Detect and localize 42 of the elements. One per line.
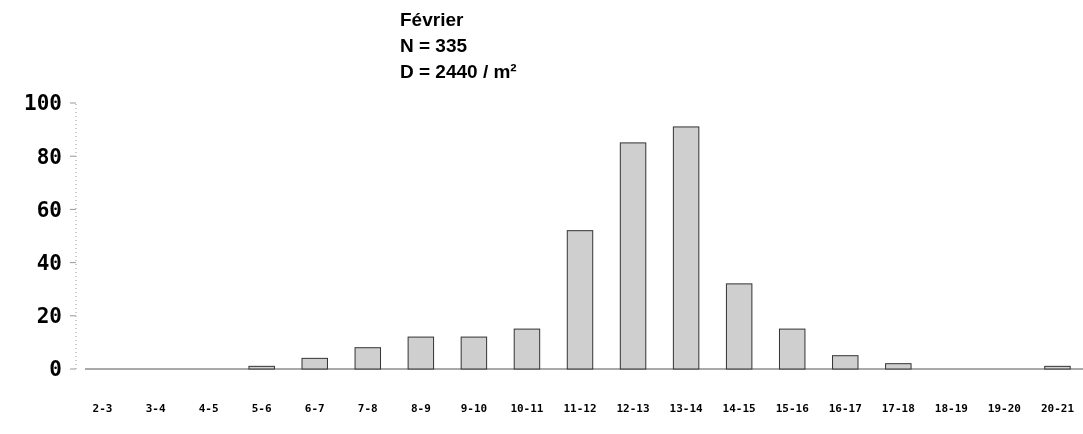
- y-tick-label: 0: [49, 357, 62, 382]
- y-tick-label: 60: [36, 197, 62, 222]
- x-tick-label: 2-3: [92, 402, 113, 415]
- bar: [354, 347, 382, 370]
- bar: [301, 357, 328, 370]
- x-tick-label: 10-11: [510, 402, 544, 415]
- x-tick-label: 5-6: [251, 402, 272, 415]
- x-tick-label: 11-12: [563, 402, 597, 415]
- bar: [460, 336, 488, 370]
- bar: [513, 328, 541, 370]
- x-tick-label: 17-18: [881, 402, 915, 415]
- x-tick-label: 18-19: [934, 402, 968, 415]
- x-tick-label: 6-7: [304, 402, 325, 415]
- x-tick-label: 4-5: [198, 402, 219, 415]
- x-tick-label: 12-13: [616, 402, 650, 415]
- x-tick-label: 3-4: [145, 402, 166, 415]
- x-tick-label: 19-20: [987, 402, 1021, 415]
- bar: [778, 328, 806, 370]
- x-tick-label: 7-8: [357, 402, 378, 415]
- bar: [672, 126, 700, 370]
- x-tick-label: 14-15: [722, 402, 756, 415]
- y-tick-label: 80: [36, 144, 62, 169]
- x-tick-label: 20-21: [1040, 402, 1075, 415]
- bar: [832, 355, 859, 370]
- chart-title: Février: [400, 9, 464, 30]
- x-tick-label: 16-17: [828, 402, 862, 415]
- y-tick-label: 20: [36, 304, 62, 329]
- y-tick-label: 100: [24, 91, 62, 116]
- x-tick-label: 8-9: [410, 402, 431, 415]
- bar: [725, 283, 753, 370]
- x-tick-label: 15-16: [775, 402, 810, 415]
- text: D = 2440 / m²: [400, 61, 517, 82]
- bar: [248, 365, 275, 370]
- y-tick-label: 40: [36, 250, 62, 275]
- bar: [407, 336, 435, 370]
- x-tick-label: 9-10: [460, 402, 488, 415]
- bar: [885, 363, 912, 370]
- bar: [619, 142, 647, 370]
- x-tick-label: 13-14: [669, 402, 704, 415]
- bar: [566, 230, 594, 370]
- chart-subtitle: N = 335: [400, 35, 468, 56]
- bar: [1044, 365, 1071, 370]
